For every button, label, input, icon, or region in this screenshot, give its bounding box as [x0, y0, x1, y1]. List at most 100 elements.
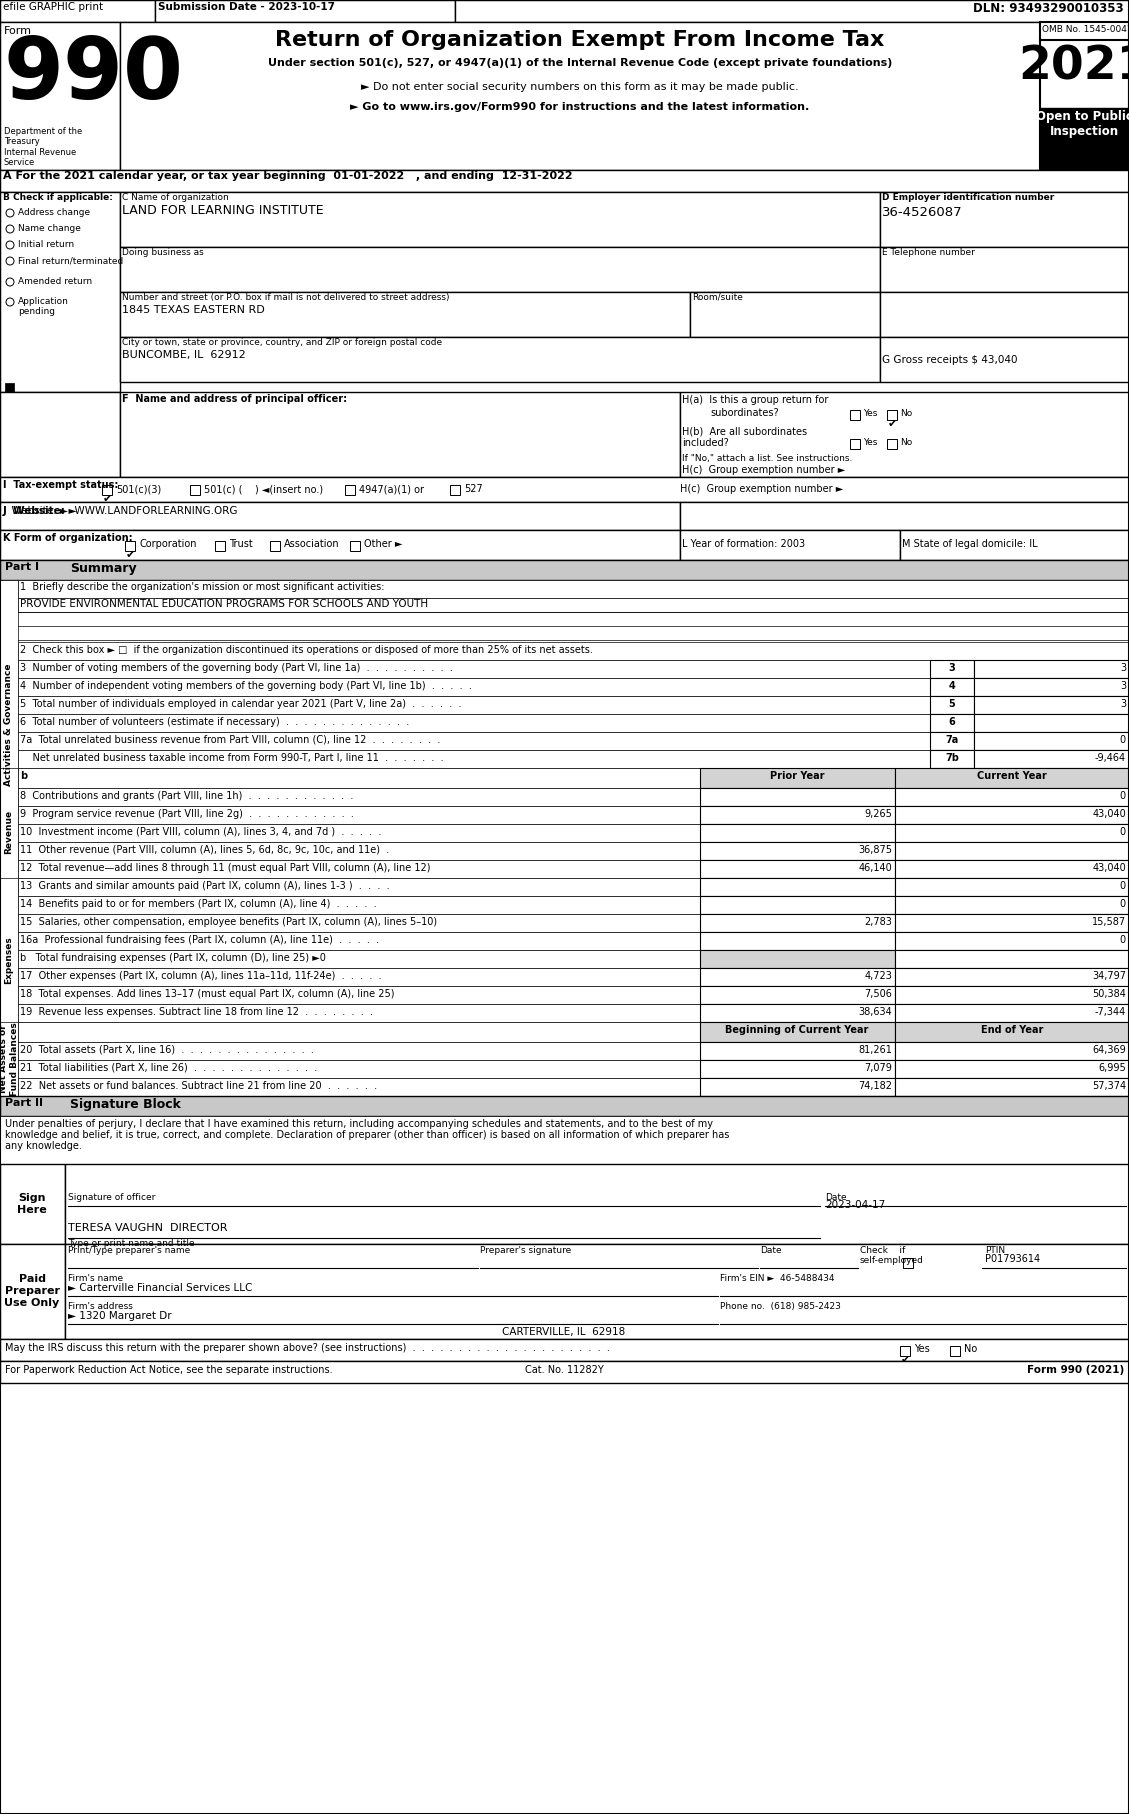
Text: BUNCOMBE, IL  62912: BUNCOMBE, IL 62912 — [122, 350, 246, 359]
Bar — [0, 0, 1129, 22]
Circle shape — [6, 241, 14, 249]
Text: TERESA VAUGHN  DIRECTOR: TERESA VAUGHN DIRECTOR — [68, 1223, 228, 1234]
Bar — [895, 1078, 1129, 1096]
Bar — [900, 1346, 910, 1357]
Text: M State of legal domicile: IL: M State of legal domicile: IL — [902, 539, 1038, 550]
Text: 74,182: 74,182 — [858, 1081, 892, 1090]
Text: Return of Organization Exempt From Income Tax: Return of Organization Exempt From Incom… — [275, 31, 885, 51]
Text: Application
pending: Application pending — [18, 297, 69, 316]
Bar — [700, 787, 895, 805]
Bar — [700, 1003, 895, 1021]
Text: 990: 990 — [5, 34, 184, 116]
Text: I  Tax-exempt status:: I Tax-exempt status: — [3, 481, 119, 490]
Circle shape — [6, 209, 14, 218]
Bar — [18, 580, 1129, 599]
Text: 4,723: 4,723 — [864, 970, 892, 981]
Text: Firm's name: Firm's name — [68, 1273, 123, 1282]
Bar — [0, 1244, 65, 1339]
Text: No: No — [964, 1344, 978, 1353]
Text: 0: 0 — [1120, 827, 1126, 836]
Bar — [18, 932, 700, 951]
Text: 7,506: 7,506 — [864, 989, 892, 1000]
Text: Address change: Address change — [18, 209, 90, 218]
Text: Trust: Trust — [229, 539, 253, 550]
Bar — [895, 951, 1129, 969]
Bar — [18, 767, 700, 787]
Bar — [18, 1021, 700, 1041]
Text: 13  Grants and similar amounts paid (Part IX, column (A), lines 1-3 )  .  .  .  : 13 Grants and similar amounts paid (Part… — [20, 882, 390, 891]
Bar — [18, 896, 700, 914]
Text: Net unrelated business taxable income from Form 990-T, Part I, line 11  .  .  . : Net unrelated business taxable income fr… — [20, 753, 444, 764]
Text: ► Do not enter social security numbers on this form as it may be made public.: ► Do not enter social security numbers o… — [361, 82, 799, 93]
Text: E Telephone number: E Telephone number — [882, 249, 974, 258]
Bar — [895, 987, 1129, 1003]
Text: ► Carterville Financial Services LLC: ► Carterville Financial Services LLC — [68, 1282, 253, 1293]
Bar — [700, 932, 895, 951]
Text: C Name of organization: C Name of organization — [122, 192, 229, 201]
Bar — [0, 1339, 1129, 1360]
Text: 36,875: 36,875 — [858, 845, 892, 854]
Bar — [120, 192, 879, 247]
Text: 10  Investment income (Part VIII, column (A), lines 3, 4, and 7d )  .  .  .  .  : 10 Investment income (Part VIII, column … — [20, 827, 382, 836]
Text: Under section 501(c), 527, or 4947(a)(1) of the Internal Revenue Code (except pr: Under section 501(c), 527, or 4947(a)(1)… — [268, 58, 892, 67]
Bar — [974, 660, 1129, 678]
Bar — [18, 715, 930, 733]
Text: L Year of formation: 2003: L Year of formation: 2003 — [682, 539, 805, 550]
Text: 4: 4 — [948, 680, 955, 691]
Bar — [700, 805, 895, 824]
Bar — [120, 392, 680, 477]
Text: 38,634: 38,634 — [858, 1007, 892, 1018]
Bar — [895, 1059, 1129, 1078]
Bar — [895, 914, 1129, 932]
Bar — [65, 1165, 1129, 1244]
Bar — [18, 842, 700, 860]
Text: No: No — [900, 437, 912, 446]
Bar — [700, 1041, 895, 1059]
Bar — [0, 1096, 1129, 1116]
Bar — [680, 502, 1129, 530]
Text: knowledge and belief, it is true, correct, and complete. Declaration of preparer: knowledge and belief, it is true, correc… — [5, 1130, 729, 1139]
Bar — [930, 749, 974, 767]
Bar — [0, 22, 120, 171]
Bar — [974, 697, 1129, 715]
Text: 16a  Professional fundraising fees (Part IX, column (A), line 11e)  .  .  .  .  : 16a Professional fundraising fees (Part … — [20, 934, 379, 945]
Bar — [120, 22, 1040, 171]
Bar — [690, 292, 879, 337]
Text: 501(c) (    ) ◄(insert no.): 501(c) ( ) ◄(insert no.) — [204, 484, 323, 493]
Text: 22  Net assets or fund balances. Subtract line 21 from line 20  .  .  .  .  .  .: 22 Net assets or fund balances. Subtract… — [20, 1081, 377, 1090]
Bar — [879, 337, 1129, 383]
Bar — [345, 484, 355, 495]
Bar — [18, 733, 930, 749]
Text: Firm's address: Firm's address — [68, 1302, 133, 1312]
Bar — [895, 787, 1129, 805]
Text: ► 1320 Margaret Dr: ► 1320 Margaret Dr — [68, 1312, 172, 1321]
Text: 6: 6 — [948, 717, 955, 727]
Bar — [0, 1021, 18, 1096]
Text: 17  Other expenses (Part IX, column (A), lines 11a–11d, 11f-24e)  .  .  .  .  .: 17 Other expenses (Part IX, column (A), … — [20, 970, 382, 981]
Circle shape — [6, 278, 14, 287]
Text: Sign
Here: Sign Here — [17, 1194, 47, 1215]
Text: Current Year: Current Year — [977, 771, 1047, 782]
Text: LAND FOR LEARNING INSTITUTE: LAND FOR LEARNING INSTITUTE — [122, 203, 324, 218]
Bar — [895, 860, 1129, 878]
Text: b: b — [20, 771, 27, 782]
Bar — [879, 292, 1129, 337]
Text: Paid
Preparer
Use Only: Paid Preparer Use Only — [5, 1275, 60, 1308]
Text: 50,384: 50,384 — [1092, 989, 1126, 1000]
Bar — [887, 439, 898, 450]
Text: -9,464: -9,464 — [1095, 753, 1126, 764]
Text: H(b)  Are all subordinates: H(b) Are all subordinates — [682, 426, 807, 437]
Bar — [18, 599, 1129, 611]
Bar — [18, 660, 930, 678]
Text: 3  Number of voting members of the governing body (Part VI, line 1a)  .  .  .  .: 3 Number of voting members of the govern… — [20, 662, 453, 673]
Bar — [18, 678, 930, 697]
Text: Part I: Part I — [5, 562, 40, 571]
Bar — [903, 1257, 913, 1268]
Bar — [974, 678, 1129, 697]
Bar — [930, 678, 974, 697]
Bar — [1040, 109, 1129, 171]
Bar — [0, 1360, 1129, 1382]
Text: Expenses: Expenses — [5, 936, 14, 983]
Text: 2,783: 2,783 — [864, 918, 892, 927]
Text: G Gross receipts $ 43,040: G Gross receipts $ 43,040 — [882, 356, 1017, 365]
